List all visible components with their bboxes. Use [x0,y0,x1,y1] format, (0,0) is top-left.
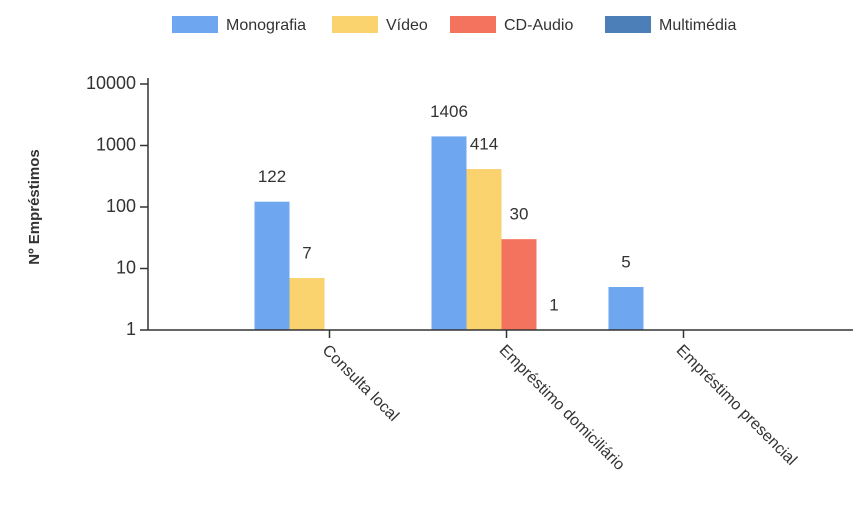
bar [466,169,502,330]
legend-swatch [450,16,496,33]
legend-swatch [332,16,378,33]
y-tick-label: 10000 [86,73,136,93]
data-label: 122 [258,167,286,186]
data-label: 414 [470,135,498,154]
bar [289,278,325,330]
x-tick-label: Consulta local [319,342,402,425]
legend-label: CD-Audio [504,17,573,34]
data-label: 7 [302,244,311,263]
legend-label: Vídeo [386,17,428,34]
y-tick-label: 100 [106,196,136,216]
data-label: 30 [510,205,529,224]
x-tick-label: Empréstimo presencial [673,342,800,469]
y-tick-label: 1 [126,319,136,339]
y-tick-label: 10 [116,257,136,277]
x-tick-label: Empréstimo domiciliário [496,342,628,474]
legend-swatch [172,16,218,33]
legend-swatch [605,16,651,33]
bar [608,287,644,330]
bar [254,201,290,330]
y-axis-label: Nº Empréstimos [26,149,43,265]
data-label: 1406 [430,102,468,121]
y-tick-label: 1000 [96,134,136,154]
legend-label: Multimédia [659,17,736,34]
data-label: 5 [621,252,630,271]
bar [501,239,537,330]
bar [431,136,467,330]
data-label: 1 [549,295,558,314]
legend-label: Monografia [226,17,306,34]
